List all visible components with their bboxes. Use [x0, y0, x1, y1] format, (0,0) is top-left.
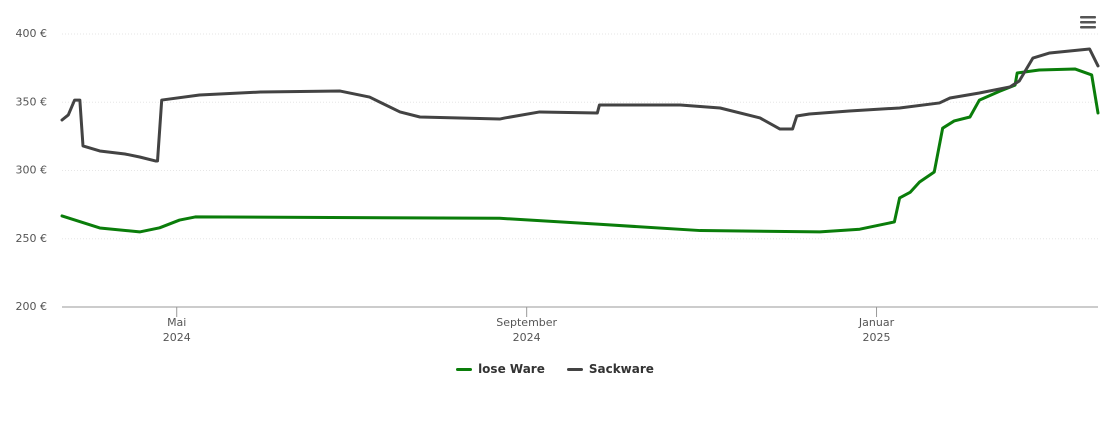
series-line — [60, 47, 1100, 163]
legend-label: lose Ware — [478, 362, 545, 376]
y-tick-label: 250 € — [16, 232, 48, 245]
menu-icon[interactable] — [1080, 16, 1096, 29]
y-tick-label: 300 € — [16, 164, 48, 177]
x-tick-label: September 2024 — [496, 316, 558, 344]
legend-item[interactable]: Sackware — [566, 362, 654, 376]
legend-label: Sackware — [588, 362, 654, 376]
y-tick-label: 400 € — [16, 27, 48, 40]
legend: lose Ware Sackware — [0, 362, 1110, 376]
y-tick-label: 200 € — [16, 300, 48, 313]
x-tick-label: Januar 2025 — [858, 316, 895, 344]
y-tick-label: 350 € — [16, 95, 48, 108]
series-line — [60, 67, 1100, 234]
legend-item[interactable]: lose Ware — [456, 362, 545, 376]
legend-swatch — [566, 367, 583, 371]
x-tick-label: Mai 2024 — [162, 316, 191, 344]
legend-swatch — [456, 367, 473, 371]
